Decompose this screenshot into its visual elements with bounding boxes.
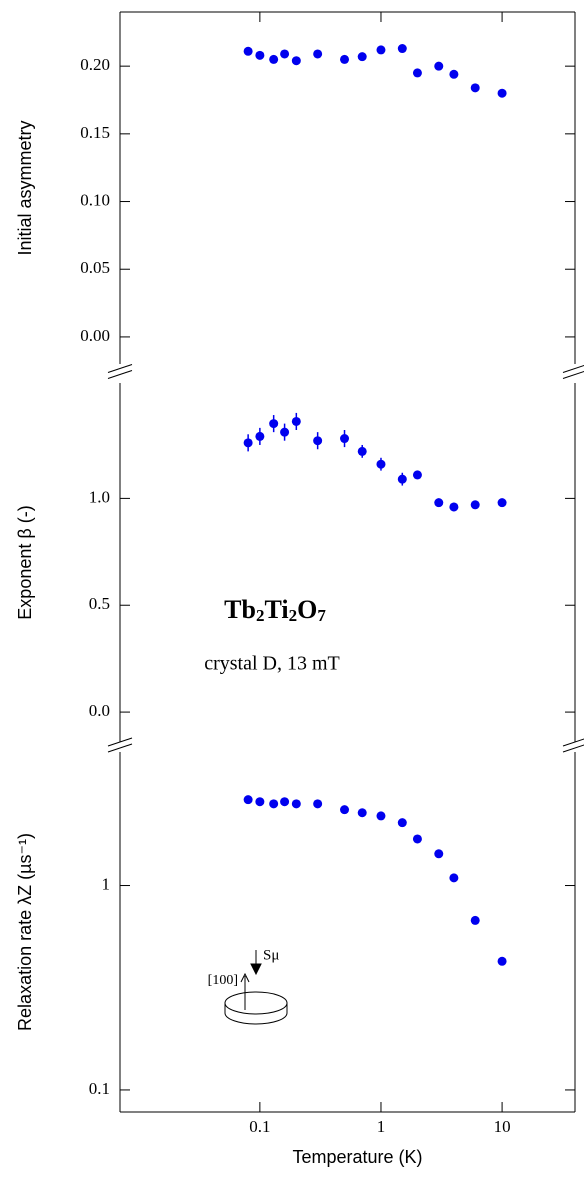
data-point	[376, 811, 386, 821]
y-tick-label: 1	[102, 874, 111, 893]
axis-break	[562, 364, 584, 373]
data-point	[412, 68, 422, 78]
data-point	[291, 56, 301, 66]
y-tick-label: 0.10	[80, 190, 110, 209]
y-axis-label: Initial asymmetry	[15, 120, 35, 255]
disc-side	[224, 1003, 288, 1025]
y-axis-label: Relaxation rate λZ (µs⁻¹)	[15, 833, 35, 1031]
axis-break	[562, 370, 584, 379]
x-axis-label: Temperature (K)	[292, 1147, 422, 1167]
y-axis-label: Exponent β (-)	[15, 505, 35, 619]
data-point	[412, 834, 422, 844]
data-point	[255, 797, 265, 807]
data-point	[243, 438, 253, 448]
data-point	[449, 873, 459, 883]
data-point	[497, 88, 507, 98]
data-point	[357, 808, 367, 818]
y-tick-label: 0.0	[89, 701, 110, 720]
x-tick-label: 0.1	[249, 1117, 270, 1136]
data-point	[449, 69, 459, 79]
compound-label: Tb2Ti2O7	[224, 595, 326, 625]
data-point	[280, 797, 290, 807]
data-point	[397, 474, 407, 484]
data-point	[397, 44, 407, 54]
data-point	[280, 49, 290, 59]
data-point	[340, 54, 350, 64]
axis-break	[107, 737, 133, 747]
disc-top	[224, 991, 288, 1015]
data-point	[434, 849, 444, 859]
axis-break	[562, 738, 584, 747]
x-tick-label: 1	[377, 1117, 386, 1136]
direction-label: [100]	[208, 973, 238, 988]
data-point	[340, 434, 350, 444]
data-point	[412, 470, 422, 480]
data-point	[376, 45, 386, 55]
y-tick-label: 1.0	[89, 487, 110, 506]
y-tick-label: 0.5	[89, 594, 110, 613]
data-point	[255, 50, 265, 60]
data-point	[357, 446, 367, 456]
data-point	[497, 498, 507, 508]
sample-inset: [100] Sμ	[208, 947, 288, 1025]
spin-label: Sμ	[263, 947, 279, 963]
data-point	[313, 49, 323, 59]
axis-break	[107, 364, 133, 373]
data-point	[470, 915, 480, 925]
data-point	[397, 818, 407, 828]
data-point	[291, 416, 301, 426]
spin-arrowhead	[250, 963, 262, 976]
axis-break	[107, 743, 133, 753]
data-point	[470, 500, 480, 510]
data-point	[313, 799, 323, 809]
data-point	[470, 83, 480, 93]
x-tick-label: 10	[494, 1117, 511, 1136]
data-point	[449, 502, 459, 512]
data-point	[291, 799, 301, 809]
data-point	[434, 498, 444, 508]
data-point	[434, 61, 444, 71]
data-point	[269, 54, 279, 64]
data-point	[376, 459, 386, 469]
data-point	[280, 427, 290, 437]
data-point	[497, 956, 507, 966]
data-point	[255, 431, 265, 441]
axis-break	[107, 370, 133, 379]
data-point	[357, 52, 367, 62]
axis-arrow	[240, 972, 250, 1010]
y-tick-label: 0.1	[89, 1079, 110, 1098]
data-point	[340, 805, 350, 815]
y-tick-label: 0.20	[80, 55, 110, 74]
data-point	[269, 419, 279, 429]
data-point	[313, 436, 323, 446]
y-tick-label: 0.15	[80, 123, 110, 142]
condition-label: crystal D, 13 mT	[204, 653, 340, 675]
axis-break	[562, 744, 584, 753]
y-tick-label: 0.00	[80, 326, 110, 345]
data-point	[243, 46, 253, 56]
y-tick-label: 0.05	[80, 258, 110, 277]
data-point	[243, 795, 253, 805]
data-point	[269, 799, 279, 809]
